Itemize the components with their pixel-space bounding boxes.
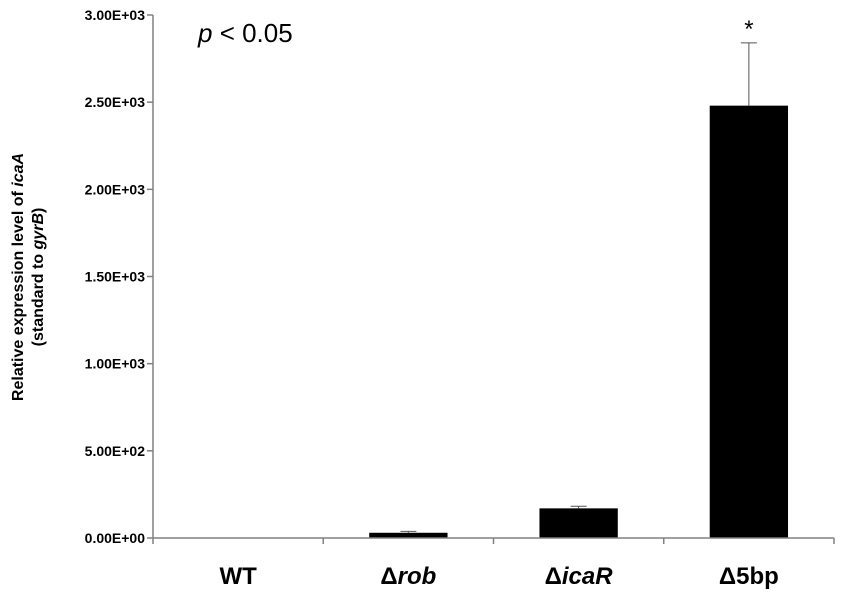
significance-annotation: p < 0.05 [197, 18, 293, 48]
bar [709, 105, 789, 539]
y-axis-label-line-2: (standard to gyrB) [30, 208, 47, 347]
y-tick-label: 1.50E+03 [85, 269, 146, 285]
x-tick-label: ΔicaR [545, 563, 614, 590]
y-tick-label: 2.50E+03 [85, 94, 146, 110]
y-axis-label-line-1: Relative expression level of icaA [10, 153, 27, 401]
y-axis: 0.00E+00 5.00E+02 1.00E+03 1.50E+03 2.00E+03… [85, 7, 154, 546]
x-tick-label: Δ5bp [719, 563, 779, 590]
x-tick-label: Δrob [380, 563, 436, 590]
bar [369, 532, 448, 538]
significance-star: * [744, 16, 753, 43]
x-tick-label: WT [219, 563, 257, 590]
bar [539, 508, 618, 538]
y-tick-label: 5.00E+02 [85, 443, 146, 459]
y-tick-label: 3.00E+03 [85, 7, 146, 23]
y-tick-label: 2.00E+03 [85, 181, 146, 197]
y-tick-label: 0.00E+00 [85, 530, 146, 546]
y-tick-label: 1.00E+03 [85, 356, 146, 372]
bars: * [198, 16, 789, 539]
x-axis: WT Δrob ΔicaR Δ5bp [152, 537, 835, 590]
